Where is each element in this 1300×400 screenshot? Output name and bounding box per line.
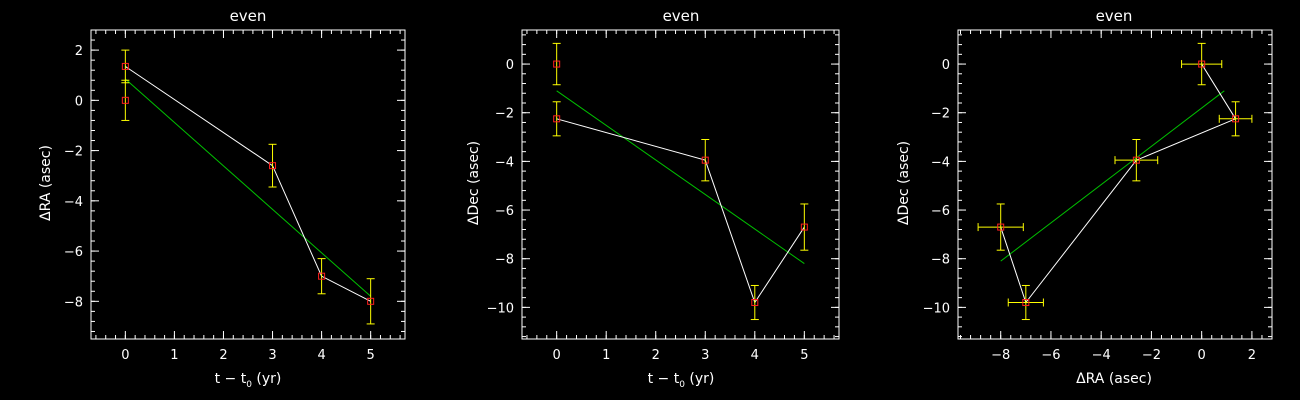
data-point-marker bbox=[121, 96, 129, 104]
x-tick-label: 3 bbox=[268, 348, 276, 363]
data-point-marker bbox=[1022, 299, 1030, 307]
x-tick-label: −8 bbox=[991, 348, 1010, 363]
data-point-marker bbox=[269, 162, 277, 170]
x-axis-label: t − t0 (yr) bbox=[215, 371, 282, 390]
x-tick-label: 0 bbox=[553, 348, 561, 363]
x-tick-label: 4 bbox=[751, 348, 759, 363]
plot-frame bbox=[957, 29, 1273, 340]
chart-title: even bbox=[1096, 7, 1133, 25]
x-tick-label: −6 bbox=[1041, 348, 1060, 363]
data-point-marker bbox=[800, 223, 808, 231]
y-tick-label: −10 bbox=[923, 301, 950, 316]
y-axis-label: ΔRA (asec) bbox=[38, 145, 54, 221]
y-tick-label: 0 bbox=[75, 94, 83, 109]
data-point-marker bbox=[553, 115, 561, 123]
y-tick-label: 2 bbox=[75, 44, 83, 59]
y-tick-label: −8 bbox=[931, 253, 950, 268]
fit-line bbox=[556, 90, 805, 264]
x-tick-label: −4 bbox=[1092, 348, 1111, 363]
data-line bbox=[556, 118, 805, 304]
x-tick-label: 3 bbox=[701, 348, 709, 363]
y-tick-label: 0 bbox=[506, 58, 514, 73]
data-point-marker bbox=[751, 299, 759, 307]
y-tick-label: −8 bbox=[64, 295, 83, 310]
x-axis-label: ΔRA (asec) bbox=[1076, 371, 1152, 387]
x-tick-label: 2 bbox=[652, 348, 660, 363]
y-tick-label: 0 bbox=[942, 58, 950, 73]
y-tick-label: −6 bbox=[931, 204, 950, 219]
y-tick-label: −6 bbox=[495, 204, 514, 219]
data-point-marker bbox=[1232, 115, 1240, 123]
x-tick-label: 0 bbox=[121, 348, 129, 363]
x-tick-label: 5 bbox=[367, 348, 375, 363]
y-tick-label: −4 bbox=[495, 155, 514, 170]
y-tick-label: −4 bbox=[64, 195, 83, 210]
plot-frame bbox=[90, 29, 406, 340]
y-tick-label: −2 bbox=[495, 107, 514, 122]
chart-title: even bbox=[230, 7, 267, 25]
y-tick-label: −6 bbox=[64, 245, 83, 260]
x-tick-label: 1 bbox=[170, 348, 178, 363]
data-point-marker bbox=[1132, 156, 1140, 164]
data-line bbox=[125, 66, 371, 302]
x-tick-label: 4 bbox=[317, 348, 325, 363]
data-point-marker bbox=[701, 156, 709, 164]
chart-panel-dec-vs-ra: even ΔRA (asec) ΔDec (asec) −8 −6 −4 −2 0 2 −1… bbox=[896, 7, 1273, 387]
data-point-marker bbox=[553, 60, 561, 68]
x-tick-label: 1 bbox=[602, 348, 610, 363]
data-point-marker bbox=[997, 223, 1005, 231]
x-tick-label: 2 bbox=[219, 348, 227, 363]
x-tick-label: 0 bbox=[1198, 348, 1206, 363]
y-tick-label: −2 bbox=[931, 107, 950, 122]
chart-panel-dec-vs-time: even t − t0 (yr) ΔDec (asec) 0 1 2 3 4 5 −10 −8… bbox=[466, 7, 840, 390]
fit-line bbox=[125, 78, 371, 297]
data-point-marker bbox=[318, 272, 326, 280]
data-point-marker bbox=[1198, 60, 1206, 68]
y-tick-label: −10 bbox=[487, 301, 514, 316]
x-axis-label: t − t0 (yr) bbox=[648, 371, 715, 390]
y-tick-label: −8 bbox=[495, 253, 514, 268]
chart-title: even bbox=[663, 7, 700, 25]
y-tick-label: −4 bbox=[931, 155, 950, 170]
data-point-marker bbox=[367, 297, 375, 305]
x-tick-label: 5 bbox=[800, 348, 808, 363]
fit-line bbox=[1000, 90, 1225, 262]
data-point-marker bbox=[121, 62, 129, 70]
x-tick-label: −2 bbox=[1142, 348, 1161, 363]
plot-frame bbox=[521, 29, 840, 340]
y-tick-label: −2 bbox=[64, 145, 83, 160]
y-axis-label: ΔDec (asec) bbox=[466, 141, 482, 225]
y-axis-label: ΔDec (asec) bbox=[896, 141, 912, 225]
x-tick-label: 2 bbox=[1248, 348, 1256, 363]
chart-panel-ra-vs-time: even t − t0 (yr) ΔRA (asec) 0 1 2 3 4 5 −8 −6 −4… bbox=[38, 7, 406, 390]
